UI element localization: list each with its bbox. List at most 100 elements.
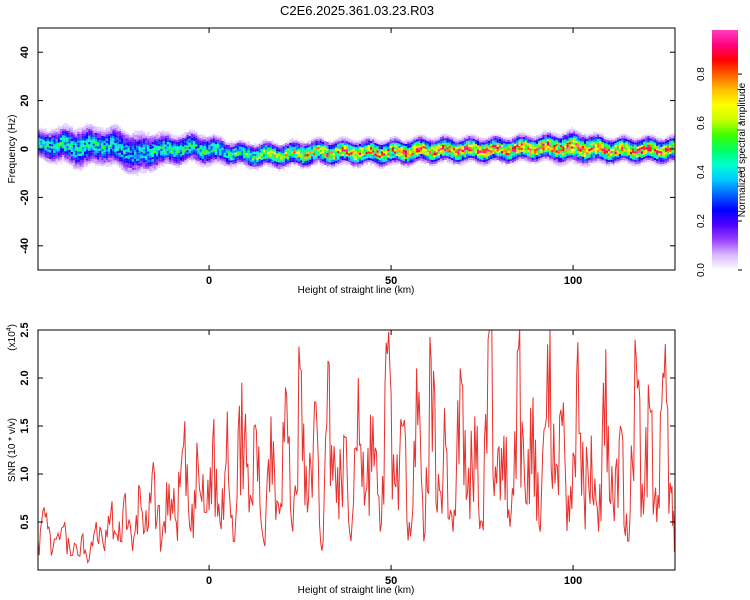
spectrogram-cell: [573, 138, 576, 141]
spectrogram-cell: [212, 133, 215, 136]
spectrogram-cell: [147, 140, 150, 143]
spectrogram-cell: [295, 149, 298, 152]
spectrogram-cell: [125, 169, 128, 172]
spectrogram-cell: [131, 135, 135, 138]
spectrogram-cell: [212, 162, 215, 165]
spectrogram-cell: [81, 131, 84, 134]
spectrogram-cell: [57, 131, 60, 134]
spectrogram-cell: [265, 162, 268, 165]
spectrogram-cell: [487, 136, 491, 139]
spectrogram-cell: [673, 142, 675, 145]
spectrogram-cell: [164, 131, 167, 134]
spectrogram-cell: [118, 163, 121, 166]
spectrogram-cell: [238, 148, 242, 152]
spectrogram-cell: [348, 142, 351, 145]
spectrogram-cell: [59, 161, 62, 164]
spectrogram-cell: [586, 134, 589, 137]
spectrogram-cell: [350, 147, 353, 150]
spectrogram-cell: [618, 160, 622, 163]
spectrogram-cell: [234, 156, 237, 159]
spectrogram-cell: [466, 143, 469, 146]
spectrogram-cell: [577, 159, 580, 162]
spectrogram-cell: [243, 143, 246, 146]
spectrogram-cell: [48, 152, 52, 155]
spectrogram-cell: [92, 158, 95, 161]
spectrogram-cell: [160, 142, 163, 145]
spectrogram-cell: [131, 161, 135, 164]
spectrogram-cell: [383, 151, 386, 154]
spectrogram-cell: [180, 143, 183, 146]
spectrogram-cell: [68, 128, 71, 131]
spectrogram-cell: [193, 136, 196, 139]
spectrogram-cell: [623, 160, 626, 163]
spectrogram-cell: [629, 156, 633, 159]
spectrogram-cell: [97, 157, 100, 160]
spectrogram-cell: [164, 153, 167, 156]
spectrogram-cell: [365, 145, 368, 148]
spectrogram-cell: [201, 165, 204, 168]
spectrogram-cell: [531, 144, 534, 147]
spectrogram-cell: [136, 174, 139, 177]
spectrogram-cell: [492, 158, 495, 161]
spectrogram-cell: [53, 130, 56, 134]
spectrogram-cell: [610, 140, 613, 143]
spectrogram-cell: [184, 131, 187, 135]
spectrogram-cell: [621, 151, 624, 154]
spectrogram-cell: [127, 143, 130, 146]
spectrogram-cell: [249, 159, 252, 162]
spectrogram-cell: [643, 145, 646, 148]
spectrogram-cell: [380, 149, 384, 152]
spectrogram-cell: [214, 150, 218, 153]
spectrogram-cell: [621, 138, 624, 141]
spectrogram-cell: [398, 141, 401, 144]
spectrogram-cell: [90, 154, 93, 157]
spectrogram-cell: [90, 130, 93, 133]
spectrogram-cell: [328, 142, 331, 145]
spectrogram-cell: [378, 159, 381, 163]
spectrogram-cell: [269, 156, 272, 159]
spectrogram-cell: [647, 140, 650, 143]
spectrogram-cell: [149, 140, 152, 143]
spectrogram-cell: [308, 157, 311, 160]
spectrogram-cell: [121, 146, 124, 149]
spectrogram-cell: [588, 144, 591, 147]
spectrogram-cell: [177, 150, 180, 153]
spectrogram-cell: [134, 130, 137, 133]
spectrogram-cell: [625, 143, 628, 146]
spectrogram-cell: [518, 156, 521, 159]
spectrogram-cell: [212, 157, 215, 160]
spectrogram-cell: [195, 144, 198, 147]
spectrogram-cell: [232, 153, 235, 156]
spectrogram-cell: [265, 156, 268, 159]
spectrogram-cell: [394, 142, 397, 145]
spectrogram-cell: [284, 153, 287, 157]
spectrogram-cell: [614, 140, 617, 144]
spectrogram-cell: [400, 140, 403, 143]
spectrogram-cell: [219, 151, 222, 154]
spectrogram-cell: [195, 148, 198, 151]
spectrogram-cell: [439, 143, 443, 146]
spectrogram-cell: [177, 154, 180, 157]
spectrogram-cell: [138, 155, 141, 158]
spectrogram-cell: [256, 146, 259, 149]
spectrogram-cell: [86, 149, 89, 152]
spectrogram-cell: [568, 137, 571, 140]
spectrogram-cell: [64, 124, 67, 128]
spectrogram-cell: [453, 150, 456, 153]
spectrogram-cell: [324, 160, 327, 163]
spectrogram-cell: [536, 157, 539, 160]
spectrogram-cell: [68, 126, 71, 129]
spectrogram-cell: [391, 140, 394, 143]
spectrogram-cell: [127, 141, 130, 144]
spectrogram-cell: [533, 148, 536, 152]
spectrogram-cell: [221, 162, 224, 165]
spectrogram-cell: [551, 156, 554, 159]
spectrogram-cell: [171, 143, 174, 146]
spectrogram-cell: [466, 138, 469, 142]
spectrogram-cell: [123, 154, 126, 157]
spectrogram-cell: [400, 153, 403, 156]
spectrogram-cell: [385, 152, 388, 155]
spectrogram-cell: [221, 147, 224, 150]
spectrogram-cell: [121, 143, 124, 146]
spectrogram-cell: [311, 158, 314, 161]
